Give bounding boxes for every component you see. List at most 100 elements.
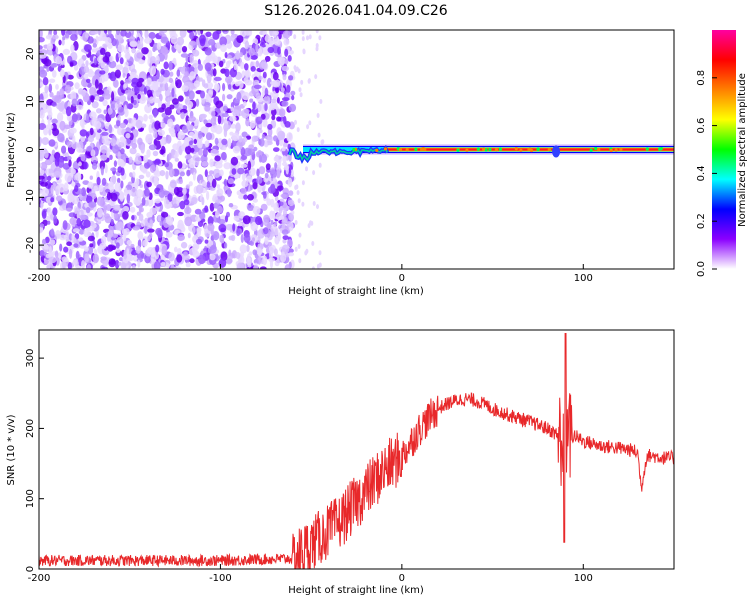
noise-blob bbox=[177, 223, 185, 230]
noise-blob bbox=[103, 109, 107, 115]
noise-blob bbox=[189, 40, 197, 46]
noise-blob bbox=[250, 184, 253, 191]
noise-blob bbox=[116, 120, 121, 127]
noise-blob bbox=[118, 95, 127, 103]
noise-blob bbox=[158, 76, 164, 83]
noise-blob bbox=[242, 101, 247, 107]
noise-blob bbox=[110, 138, 117, 147]
noise-blob bbox=[209, 253, 216, 261]
x-tick-label: -200 bbox=[28, 573, 51, 584]
noise-blob bbox=[216, 188, 224, 197]
noise-blob bbox=[43, 244, 49, 250]
noise-blob bbox=[265, 163, 271, 171]
noise-blob bbox=[248, 262, 252, 268]
noise-blob bbox=[100, 47, 106, 56]
noise-blob bbox=[233, 173, 240, 179]
noise-blob bbox=[101, 131, 109, 136]
noise-blob bbox=[47, 253, 54, 258]
noise-blob bbox=[245, 135, 252, 140]
noise-blob bbox=[145, 171, 151, 178]
noise-blob bbox=[144, 161, 150, 169]
x-tick-label: 0 bbox=[399, 273, 405, 284]
noise-blob bbox=[217, 219, 226, 225]
noise-blob bbox=[86, 226, 95, 232]
noise-blob bbox=[201, 196, 205, 206]
noise-blob bbox=[215, 199, 222, 204]
noise-blob bbox=[316, 263, 320, 269]
noise-blob bbox=[198, 77, 203, 82]
noise-blob bbox=[87, 245, 94, 255]
noise-blob bbox=[158, 31, 165, 36]
noise-blob bbox=[98, 82, 103, 92]
noise-blob bbox=[242, 137, 248, 143]
noise-blob bbox=[74, 185, 79, 193]
noise-blob bbox=[130, 96, 134, 104]
noise-blob bbox=[39, 45, 43, 50]
noise-blob bbox=[109, 71, 117, 82]
noise-blob bbox=[39, 109, 45, 119]
x-tick-label: -100 bbox=[209, 573, 232, 584]
noise-blob bbox=[127, 103, 134, 110]
noise-blob bbox=[96, 176, 101, 186]
noise-blob bbox=[91, 101, 99, 109]
noise-blob bbox=[144, 103, 152, 114]
noise-blob bbox=[318, 250, 322, 256]
y-tick-label: -20 bbox=[25, 237, 36, 253]
noise-blob bbox=[179, 30, 187, 38]
noise-blob bbox=[96, 196, 104, 206]
noise-blob bbox=[76, 217, 82, 227]
noise-blob bbox=[97, 55, 105, 63]
noise-blob bbox=[137, 259, 141, 268]
noise-blob bbox=[144, 217, 149, 227]
noise-blob bbox=[199, 113, 207, 119]
noise-blob bbox=[107, 244, 114, 252]
noise-blob bbox=[270, 183, 276, 192]
noise-blob bbox=[129, 41, 138, 47]
noise-blob bbox=[78, 228, 85, 235]
noise-blob bbox=[72, 259, 78, 266]
noise-blob bbox=[229, 223, 233, 233]
x-tick-label: 100 bbox=[574, 273, 593, 284]
noise-blob bbox=[62, 162, 70, 170]
noise-blob bbox=[129, 71, 137, 77]
noise-blob bbox=[262, 71, 267, 79]
signal-dot bbox=[476, 147, 480, 151]
noise-blob bbox=[67, 74, 74, 80]
noise-blob bbox=[39, 37, 45, 43]
noise-blob bbox=[245, 118, 250, 127]
noise-blob bbox=[154, 198, 161, 204]
colorbar-tick-label: 0.0 bbox=[696, 261, 707, 277]
noise-blob bbox=[173, 266, 182, 269]
noise-blob bbox=[253, 84, 262, 90]
noise-blob bbox=[45, 196, 52, 203]
noise-blob bbox=[251, 135, 258, 143]
noise-blob bbox=[129, 172, 133, 178]
noise-blob bbox=[273, 248, 278, 256]
noise-blob bbox=[153, 131, 158, 139]
noise-blob bbox=[233, 215, 240, 221]
noise-blob bbox=[64, 84, 72, 94]
noise-blob bbox=[110, 218, 115, 226]
signal-dot bbox=[494, 148, 498, 152]
y-tick-label: 0 bbox=[25, 146, 36, 152]
noise-blob bbox=[230, 123, 237, 129]
noise-blob bbox=[106, 204, 112, 211]
noise-blob bbox=[287, 199, 295, 207]
noise-blob bbox=[164, 82, 169, 91]
noise-blob bbox=[89, 86, 97, 96]
noise-blob bbox=[281, 146, 286, 152]
noise-blob bbox=[213, 83, 220, 92]
noise-blob bbox=[141, 47, 149, 55]
noise-blob bbox=[131, 171, 136, 178]
noise-blob bbox=[124, 61, 129, 68]
noise-blob bbox=[207, 39, 216, 46]
noise-blob bbox=[40, 181, 49, 187]
noise-blob bbox=[70, 91, 77, 101]
noise-blob bbox=[166, 217, 170, 223]
y-tick-label: 20 bbox=[25, 48, 36, 61]
noise-blob bbox=[201, 99, 205, 105]
noise-blob bbox=[46, 51, 54, 55]
noise-blob bbox=[68, 212, 76, 218]
noise-blob bbox=[243, 233, 251, 243]
noise-blob bbox=[51, 62, 58, 68]
